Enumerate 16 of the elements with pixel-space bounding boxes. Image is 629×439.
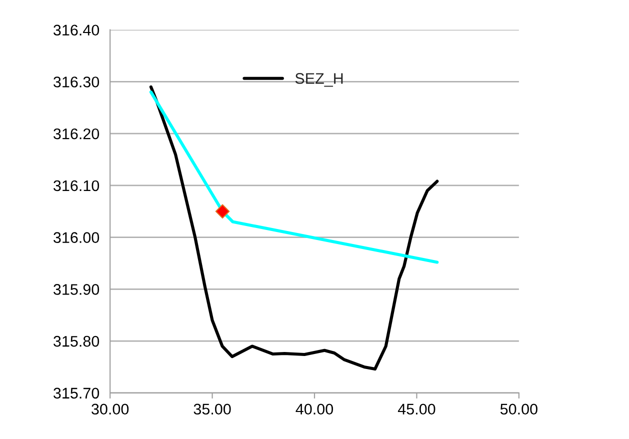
y-tick-label: 316.00 [54,232,100,243]
y-tick-label: 316.40 [54,24,100,36]
x-tick-label: 30.00 [92,404,129,415]
y-tick-label: 316.10 [54,180,100,192]
x-tick-label: 40.00 [296,404,334,415]
y-tick-label: 316.20 [54,128,100,140]
y-tick-label: 315.90 [54,284,100,295]
y-tick-label: 315.70 [54,388,100,399]
x-tick-label: 45.00 [398,404,436,415]
x-tick-label: 35.00 [194,404,231,415]
y-tick-label: 316.30 [54,76,100,88]
legend-label: SEZ_H [295,73,343,87]
line-series [149,85,439,371]
line-series [149,90,439,264]
y-tick-label: 315.80 [54,336,100,347]
x-tick-label: 50.00 [500,404,538,415]
